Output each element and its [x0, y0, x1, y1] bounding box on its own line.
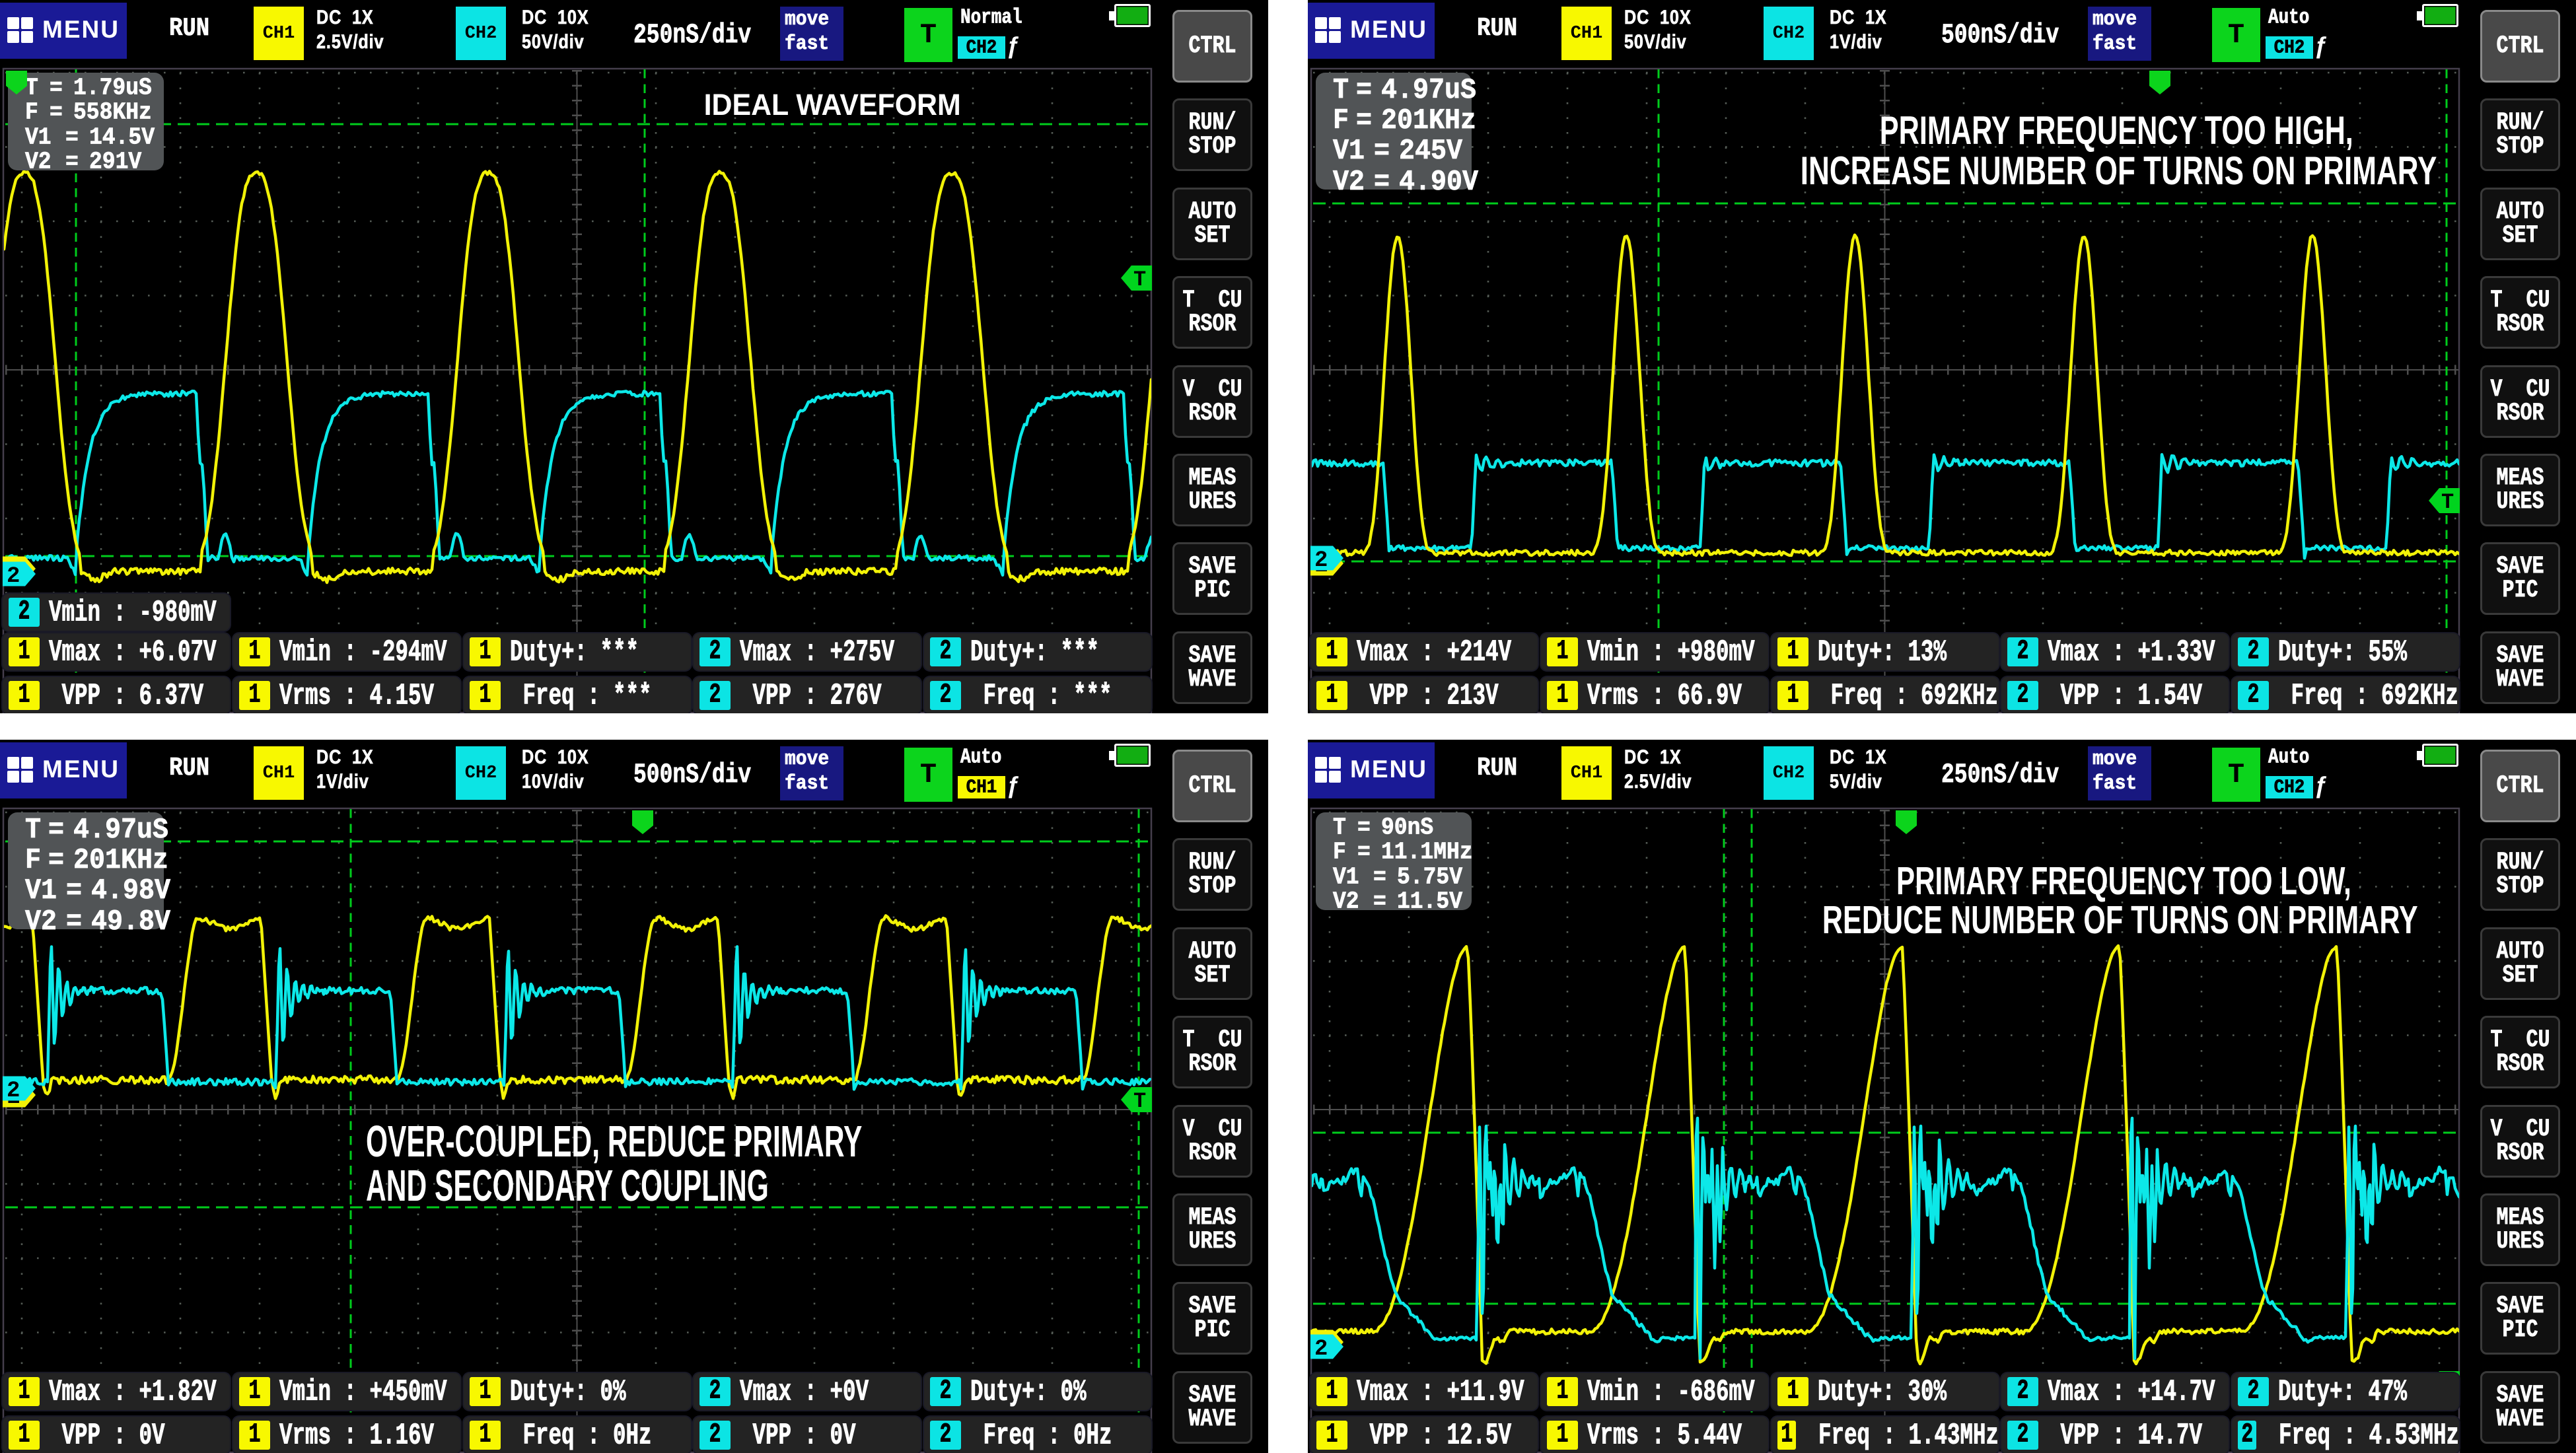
svg-text:T: T — [1133, 1089, 1146, 1114]
svg-text:2: 2 — [1314, 1337, 1328, 1362]
svg-text:2: 2 — [1314, 548, 1328, 573]
svg-text:T: T — [2441, 490, 2454, 514]
svg-text:2: 2 — [7, 564, 20, 589]
svg-text:2: 2 — [7, 1079, 20, 1104]
svg-text:T: T — [1133, 267, 1146, 292]
